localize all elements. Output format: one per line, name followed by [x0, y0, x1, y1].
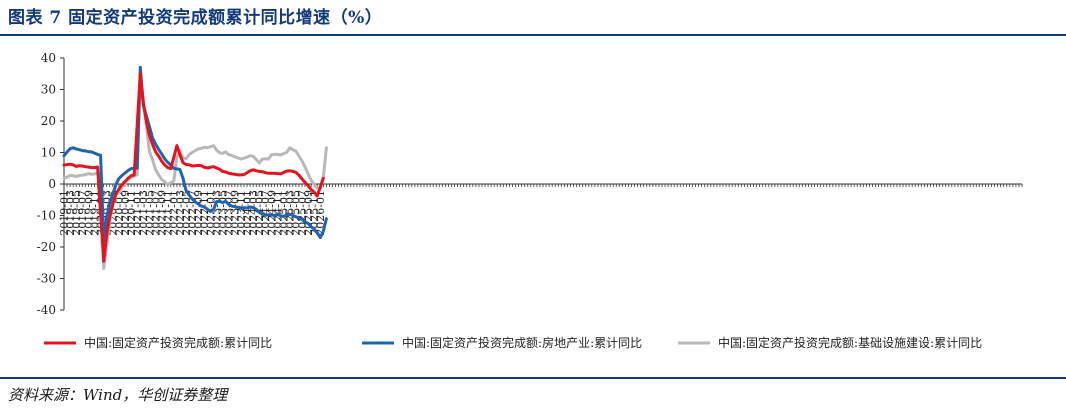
source-note: 资料来源：Wind，华创证券整理: [8, 386, 228, 404]
x-tick-label: 2022-11: [198, 190, 211, 236]
x-tick-label: 2022-05: [180, 190, 193, 236]
x-tick-label: 2019-11: [88, 190, 101, 236]
series-line-0: [62, 72, 325, 263]
x-tick-label: 2021-07: [149, 190, 162, 236]
y-tick-label: -40: [37, 303, 56, 317]
x-tick-label: 2024-07: [259, 190, 272, 236]
x-tick-label: 2019-01: [58, 190, 71, 236]
x-tick-label: 2025-09: [302, 190, 315, 236]
x-tick-label: 2019-07: [76, 190, 89, 236]
x-tick-label: 2024-09: [265, 190, 278, 236]
x-tick-label: 2019-03: [64, 190, 77, 236]
line-chart: -40-30-20-100102030402019-012019-032019-…: [37, 51, 1023, 350]
title-rule: [0, 34, 1066, 36]
series-line-1: [62, 65, 328, 243]
legend-label-1: 中国:固定资产投资完成额:房地产业:累计同比: [402, 335, 642, 350]
y-tick-label: 40: [41, 51, 56, 65]
x-tick-label: 2020-09: [119, 190, 132, 236]
x-tick-label: 2019-05: [70, 190, 83, 236]
x-tick-label: 2023-01: [204, 190, 217, 236]
y-tick-label: -30: [37, 272, 56, 286]
x-tick-label: 2022-03: [174, 190, 187, 236]
y-tick-label: -10: [37, 209, 56, 223]
figure-title: 图表 7 固定资产投资完成额累计同比增速（%）: [8, 8, 383, 28]
y-tick-label: -20: [37, 240, 56, 254]
y-tick-label: 0: [48, 177, 56, 191]
x-tick-label: 2020-07: [113, 190, 126, 236]
x-tick-label: 2021-03: [137, 190, 150, 236]
x-tick-label: 2024-03: [247, 190, 260, 236]
y-tick-label: 10: [41, 146, 56, 160]
x-tick-label: 2025-07: [296, 190, 309, 236]
x-tick-label: 2024-01: [241, 190, 254, 236]
legend-label-0: 中国:固定资产投资完成额:累计同比: [84, 335, 272, 350]
x-tick-label: 2025-01: [278, 190, 291, 236]
x-tick-label: 2021-05: [143, 190, 156, 236]
x-tick-label: 2021-09: [155, 190, 168, 236]
legend-label-2: 中国:固定资产投资完成额:基础设施建设:累计同比: [718, 335, 982, 350]
source-rule: [0, 377, 1066, 379]
x-tick-label: 2025-11: [308, 190, 321, 236]
y-tick-label: 20: [41, 114, 56, 128]
x-tick-label: 2023-11: [235, 190, 248, 236]
x-tick-label: 2019-09: [82, 190, 95, 236]
x-tick-label: 2021-01: [131, 190, 144, 236]
x-tick-label: 2020-11: [125, 190, 138, 236]
x-tick-label: 2021-11: [162, 190, 175, 236]
y-tick-label: 30: [41, 83, 56, 97]
x-tick-label: 2023-09: [229, 190, 242, 236]
x-tick-label: 2022-01: [168, 190, 181, 236]
x-tick-label: 2025-05: [290, 190, 303, 236]
